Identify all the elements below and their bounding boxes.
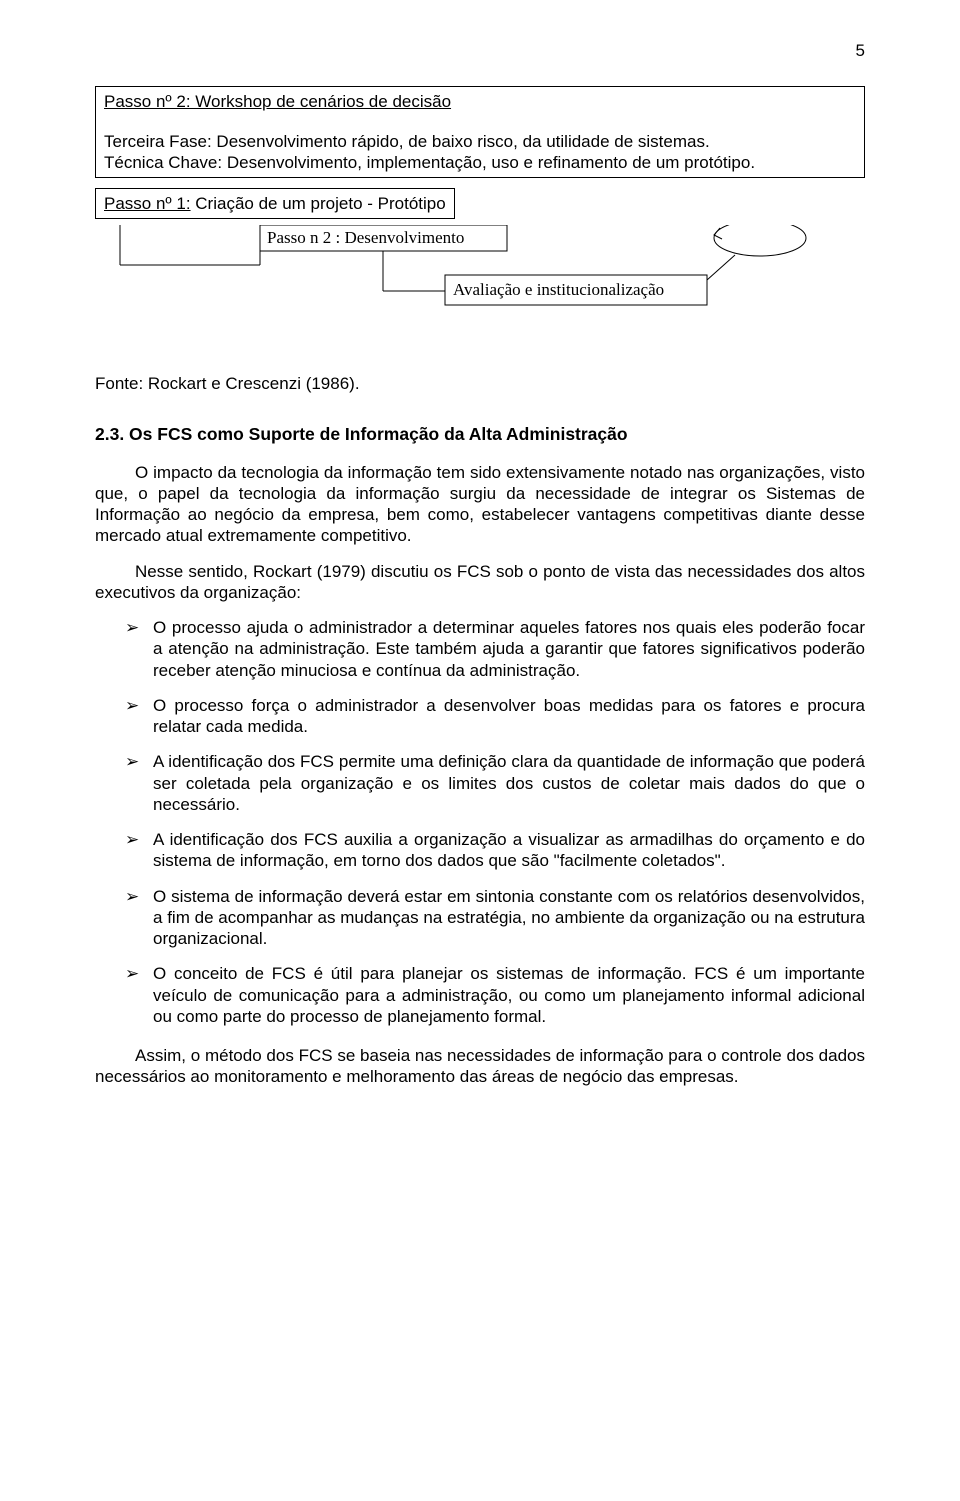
diagram-box-1-line2: Terceira Fase: Desenvolvimento rápido, d… [104, 131, 856, 152]
diagram-box-1-line3: Técnica Chave: Desenvolvimento, implemen… [104, 152, 856, 173]
diagram-box-1: Passo nº 2: Workshop de cenários de deci… [95, 86, 865, 178]
diagram-box-3-text: Passo n 2 : Desenvolvimento [267, 228, 464, 247]
closing-paragraph: Assim, o método dos FCS se baseia nas ne… [95, 1045, 865, 1088]
paragraph-1: O impacto da tecnologia da informação te… [95, 462, 865, 547]
list-item: A identificação dos FCS permite uma defi… [95, 751, 865, 815]
list-item: O processo força o administrador a desen… [95, 695, 865, 738]
list-item: O processo ajuda o administrador a deter… [95, 617, 865, 681]
page-number: 5 [95, 40, 865, 61]
section-heading: 2.3. Os FCS como Suporte de Informação d… [95, 424, 865, 446]
list-item: O sistema de informação deverá estar em … [95, 886, 865, 950]
diagram-box-2-text: Criação de um projeto - Protótipo [195, 194, 445, 213]
bullet-list: O processo ajuda o administrador a deter… [95, 617, 865, 1027]
document-page: 5 Passo nº 2: Workshop de cenários de de… [0, 0, 960, 1142]
flow-diagram: Passo nº 2: Workshop de cenários de deci… [95, 86, 865, 350]
list-item: A identificação dos FCS auxilia a organi… [95, 829, 865, 872]
diagram-svg-wrap: Passo n 2 : Desenvolvimento Avaliação e … [95, 225, 865, 350]
diagram-connectors: Passo n 2 : Desenvolvimento Avaliação e … [95, 225, 865, 345]
paragraph-2: Nesse sentido, Rockart (1979) discutiu o… [95, 561, 865, 604]
list-item: O conceito de FCS é útil para planejar o… [95, 963, 865, 1027]
diagram-box-1-title: Passo nº 2: Workshop de cenários de deci… [104, 91, 856, 112]
diagram-row-2: Passo nº 1: Criação de um projeto - Prot… [95, 188, 865, 219]
source-caption: Fonte: Rockart e Crescenzi (1986). [95, 373, 865, 394]
diagram-box-2: Passo nº 1: Criação de um projeto - Prot… [95, 188, 455, 219]
diagram-box-2-prefix: Passo nº 1: [104, 194, 191, 213]
diagram-box-4-text: Avaliação e institucionalização [453, 280, 664, 299]
